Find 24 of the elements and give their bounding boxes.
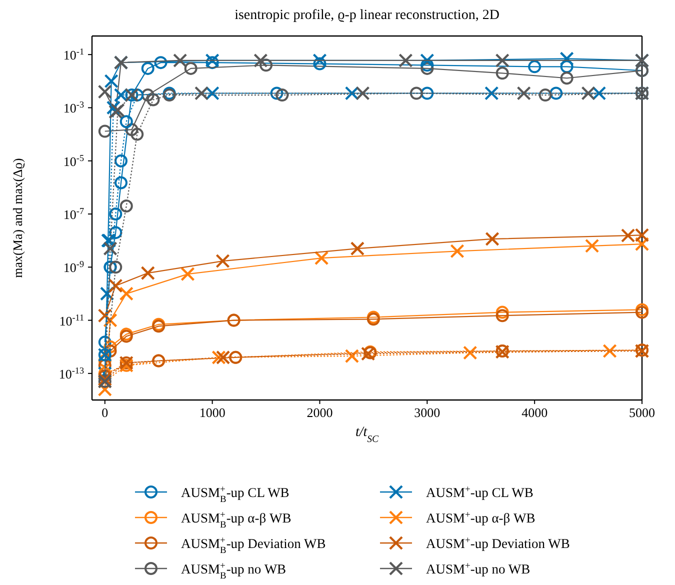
x-tick-label: 0 (102, 405, 108, 420)
y-tick-label: 10$^{-1}$ (63, 46, 84, 63)
x-tick-label: 5000 (629, 405, 655, 420)
y-tick-label: 10$^{-7}$ (63, 206, 84, 222)
chart-title: isentropic profile, ϱ-p linear reconstruction, 2D (234, 8, 500, 23)
y-tick-label: 10$^{-5}$ (63, 152, 84, 169)
legend-label: AUSM$^{+}$-up no WB (426, 562, 530, 576)
y-tick-label: 10$^{-11}$ (59, 312, 84, 328)
x-tick-label: 1000 (199, 405, 226, 420)
y-tick-label: 10$^{-9}$ (63, 259, 84, 276)
legend-label: AUSM$^{+}$$_{B}$-up Deviation WB (181, 536, 326, 556)
y-tick-label: 10$^{-3}$ (63, 100, 84, 116)
legend-label: AUSM$^{+}$$_{B}$-up no WB (181, 562, 286, 582)
y-tick-label: 10$^{-13}$ (58, 365, 84, 382)
x-axis-title: t/t$_{SC}$ (355, 425, 380, 444)
x-tick-label: 3000 (414, 405, 440, 420)
y-axis-title: max(Ma) and max(Δϱ) (10, 158, 25, 278)
x-tick-label: 4000 (522, 405, 548, 420)
legend-label: AUSM$^{+}$$_{B}$-up α-β WB (181, 510, 292, 530)
legend-label: AUSM$^{+}$-up Deviation WB (426, 536, 570, 551)
legend-label: AUSM$^{+}$-up α-β WB (426, 510, 536, 526)
legend-label: AUSM$^{+}$$_{B}$-up CL WB (181, 485, 290, 505)
x-tick-label: 2000 (306, 405, 333, 420)
legend-label: AUSM$^{+}$-up CL WB (426, 485, 534, 500)
